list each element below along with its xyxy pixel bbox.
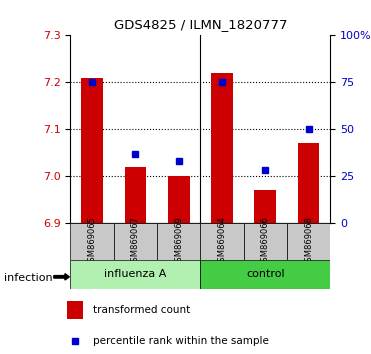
Text: GSM869065: GSM869065 xyxy=(88,216,96,267)
Text: GSM869067: GSM869067 xyxy=(131,216,140,267)
Text: GSM869066: GSM869066 xyxy=(261,216,270,267)
Bar xyxy=(81,78,103,223)
Text: GSM869069: GSM869069 xyxy=(174,216,183,267)
Title: GDS4825 / ILMN_1820777: GDS4825 / ILMN_1820777 xyxy=(114,18,287,32)
Bar xyxy=(67,301,83,319)
Text: infection: infection xyxy=(4,273,52,283)
Bar xyxy=(200,223,244,260)
Bar xyxy=(298,143,319,223)
Bar xyxy=(125,167,146,223)
Bar xyxy=(211,73,233,223)
Text: GSM869064: GSM869064 xyxy=(217,216,226,267)
Bar xyxy=(70,223,114,260)
Bar xyxy=(168,176,190,223)
Bar xyxy=(114,223,157,260)
Text: GSM869068: GSM869068 xyxy=(304,216,313,267)
Bar xyxy=(157,223,200,260)
Bar xyxy=(70,260,200,289)
Bar xyxy=(200,260,330,289)
Bar xyxy=(255,190,276,223)
Text: percentile rank within the sample: percentile rank within the sample xyxy=(93,336,269,346)
Text: influenza A: influenza A xyxy=(104,269,167,279)
Text: transformed count: transformed count xyxy=(93,305,191,315)
Bar xyxy=(287,223,330,260)
Text: control: control xyxy=(246,269,285,279)
Bar xyxy=(244,223,287,260)
